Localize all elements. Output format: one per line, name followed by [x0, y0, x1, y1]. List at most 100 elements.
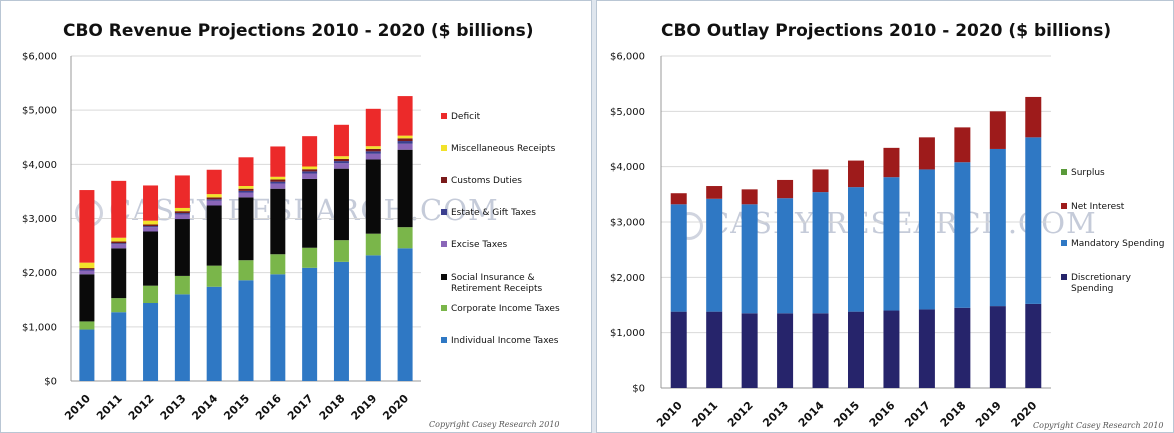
legend-swatch-excise-taxes: [441, 241, 447, 247]
bar-segment-discretionary-spending: [918, 309, 935, 388]
bar-segment-excise-taxes: [174, 214, 190, 220]
bar-segment-excise-taxes: [270, 183, 286, 189]
x-tick-label: 2019: [349, 392, 380, 423]
bar-segment-discretionary-spending: [989, 306, 1006, 388]
x-tick-label: 2016: [253, 392, 284, 423]
bar-segment-discretionary-spending: [741, 313, 758, 388]
bar-segment-individual-income-taxes: [111, 312, 127, 381]
bar-segment-net-interest: [777, 179, 794, 199]
x-tick-label: 2019: [973, 399, 1004, 430]
bar-segment-customs-duties: [143, 224, 159, 227]
bar-segment-corporate-income-taxes: [143, 285, 159, 303]
x-tick-label: 2014: [796, 399, 827, 430]
bar-segment-social-insurance-retirement-receipts: [79, 274, 95, 322]
y-tick-label: $0: [632, 384, 645, 395]
bar-segment-social-insurance-retirement-receipts: [238, 197, 254, 261]
x-tick-label: 2011: [94, 392, 125, 423]
bar-segment-corporate-income-taxes: [302, 247, 318, 268]
bar-segment-miscellaneous-receipts: [111, 237, 127, 242]
bar-segment-excise-taxes: [333, 163, 349, 169]
bar-segment-mandatory-spending: [777, 198, 794, 314]
y-tick-label: $6,000: [22, 52, 57, 63]
bar-segment-miscellaneous-receipts: [238, 186, 254, 189]
bar-segment-net-interest: [848, 160, 864, 188]
bar-segment-estate-gift-taxes: [365, 151, 381, 154]
bar-segment-corporate-income-taxes: [79, 321, 95, 330]
legend-label-corporate-income-taxes: Corporate Income Taxes: [451, 304, 560, 314]
bar-segment-deficit: [111, 180, 127, 238]
bar-segment-corporate-income-taxes: [397, 227, 413, 249]
bar-segment-mandatory-spending: [741, 204, 758, 314]
bar-segment-estate-gift-taxes: [143, 226, 159, 228]
bar-segment-estate-gift-taxes: [79, 269, 95, 271]
bar-segment-individual-income-taxes: [270, 274, 286, 381]
bar-segment-social-insurance-retirement-receipts: [270, 188, 286, 255]
legend-swatch-net-interest: [1061, 203, 1067, 209]
x-tick-label: 2013: [158, 392, 189, 423]
bar-segment-mandatory-spending: [918, 169, 935, 310]
bar-segment-discretionary-spending: [706, 311, 723, 388]
legend-label-discretionary-spending: Discretionary Spending: [1071, 273, 1132, 294]
bar-segment-net-interest: [883, 147, 900, 178]
bar-segment-deficit: [397, 96, 413, 136]
bar-segment-deficit: [333, 124, 349, 157]
legend-label-estate-gift-taxes: Estate & Gift Taxes: [451, 208, 536, 218]
legend-label-customs-duties: Customs Duties: [451, 176, 522, 186]
x-tick-label: 2016: [867, 399, 898, 430]
bar-segment-deficit: [206, 169, 222, 195]
bar-segment-mandatory-spending: [812, 192, 829, 314]
bar-segment-customs-duties: [365, 148, 381, 152]
bar-segment-individual-income-taxes: [333, 261, 349, 381]
bar-segment-miscellaneous-receipts: [302, 166, 318, 170]
bar-segment-deficit: [143, 185, 159, 221]
bar-segment-social-insurance-retirement-receipts: [111, 248, 127, 299]
legend-label-excise-taxes: Excise Taxes: [451, 240, 507, 250]
x-tick-label: 2018: [938, 399, 969, 430]
bar-segment-excise-taxes: [206, 200, 222, 206]
bar-segment-excise-taxes: [397, 143, 413, 150]
bar-segment-discretionary-spending: [670, 311, 687, 388]
legend-swatch-miscellaneous-receipts: [441, 145, 447, 151]
x-tick-label: 2017: [285, 392, 316, 423]
bar-segment-customs-duties: [397, 138, 413, 142]
bar-segment-excise-taxes: [302, 173, 318, 179]
bar-segment-miscellaneous-receipts: [143, 220, 159, 225]
revenue-chart-copyright: Copyright Casey Research 2010: [429, 420, 560, 429]
bar-segment-excise-taxes: [79, 270, 95, 275]
revenue-chart-title: CBO Revenue Projections 2010 - 2020 ($ b…: [63, 21, 534, 41]
bar-segment-deficit: [79, 190, 95, 263]
legend-label-social-insurance-retirement-receipts: Social Insurance & Retirement Receipts: [451, 273, 542, 294]
bar-segment-customs-duties: [333, 158, 349, 162]
revenue-chart-svg: $0 $1,000 $2,000 $3,000 $4,000 $5,000 $6,000 20…: [22, 52, 560, 423]
bar-segment-miscellaneous-receipts: [79, 262, 95, 269]
legend-label-miscellaneous-receipts: Miscellaneous Receipts: [451, 144, 556, 154]
bar-segment-net-interest: [954, 127, 971, 163]
bar-segment-miscellaneous-receipts: [333, 156, 349, 159]
bar-segment-mandatory-spending: [954, 162, 971, 308]
legend-swatch-customs-duties: [441, 177, 447, 183]
legend-swatch-estate-gift-taxes: [441, 209, 447, 215]
legend-label-surplus: Surplus: [1071, 168, 1105, 178]
bar-segment-corporate-income-taxes: [365, 233, 381, 256]
bar-segment-customs-duties: [270, 179, 286, 182]
bar-segment-corporate-income-taxes: [333, 240, 349, 262]
bar-segment-customs-duties: [79, 268, 95, 270]
bar-segment-estate-gift-taxes: [333, 161, 349, 164]
legend-swatch-deficit: [441, 113, 447, 119]
bar-segment-excise-taxes: [365, 153, 381, 160]
bar-segment-deficit: [174, 175, 190, 208]
bar-segment-mandatory-spending: [670, 204, 687, 312]
bar-segment-social-insurance-retirement-receipts: [333, 168, 349, 241]
bar-segment-mandatory-spending: [848, 187, 864, 312]
bar-segment-discretionary-spending: [883, 310, 900, 388]
bar-segment-net-interest: [706, 186, 723, 199]
legend-label-individual-income-taxes: Individual Income Taxes: [451, 336, 559, 346]
legend-swatch-social-insurance-retirement-receipts: [441, 274, 447, 280]
bar-segment-customs-duties: [302, 169, 318, 172]
bar-segment-estate-gift-taxes: [174, 213, 190, 215]
bar-segment-net-interest: [1025, 96, 1042, 138]
x-tick-label: 2013: [760, 399, 791, 430]
bar-segment-corporate-income-taxes: [238, 260, 254, 281]
outlay-chart-svg: $0 $1,000 $2,000 $3,000 $4,000 $5,000 $6,000 20…: [610, 52, 1164, 430]
legend-label-net-interest: Net Interest: [1071, 202, 1125, 212]
